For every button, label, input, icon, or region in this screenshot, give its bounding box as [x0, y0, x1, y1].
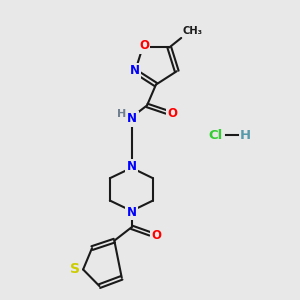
Text: N: N [130, 64, 140, 77]
Text: N: N [127, 206, 136, 219]
Text: CH₃: CH₃ [183, 26, 203, 36]
Text: O: O [139, 40, 149, 52]
Text: Cl: Cl [208, 129, 223, 142]
Text: S: S [70, 262, 80, 277]
Text: O: O [167, 107, 177, 120]
Text: N: N [127, 112, 137, 125]
Text: O: O [151, 229, 161, 242]
Text: N: N [127, 160, 136, 173]
Text: H: H [239, 129, 251, 142]
Text: H: H [117, 109, 127, 119]
